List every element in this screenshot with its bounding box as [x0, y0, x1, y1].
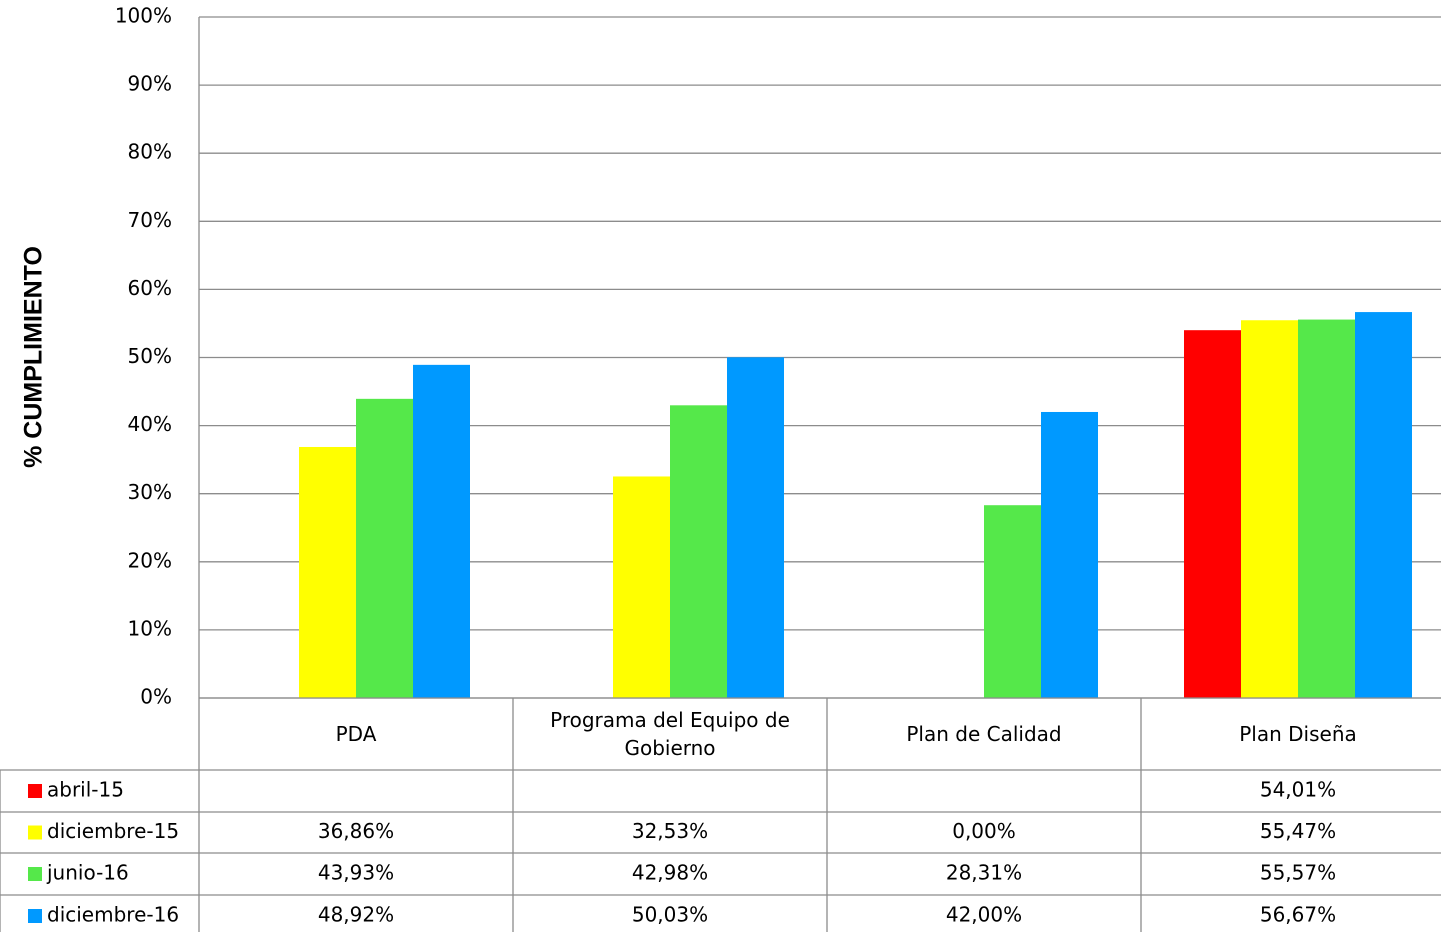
x-tick-label-box: Plan Diseña — [1151, 700, 1441, 768]
y-tick-label: 80% — [128, 140, 172, 164]
data-label: 55,47% — [1260, 819, 1336, 843]
x-tick-label-box: Plan de Calidad — [837, 700, 1131, 768]
data-label: 43,93% — [318, 861, 394, 885]
data-label: 56,67% — [1260, 903, 1336, 927]
y-tick-label: 50% — [128, 344, 172, 368]
bar — [1241, 320, 1298, 698]
data-label: 42,00% — [946, 903, 1022, 927]
y-tick-label: 0% — [140, 685, 172, 709]
legend-key — [28, 867, 42, 881]
data-label: 32,53% — [632, 819, 708, 843]
chart: % CUMPLIMIENTO 0% 10% 20% 30% 40% 50% 60% 70% 80… — [0, 0, 1441, 932]
data-label: 48,92% — [318, 903, 394, 927]
x-tick-label: Plan de Calidad — [837, 700, 1131, 768]
bar — [1355, 312, 1412, 698]
y-tick-label: 30% — [128, 480, 172, 504]
y-axis-title: % CUMPLIMIENTO — [20, 246, 48, 468]
x-tick-label: Plan Diseña — [1151, 700, 1441, 768]
data-label: 50,03% — [632, 903, 708, 927]
data-label: 42,98% — [632, 861, 708, 885]
y-tick-label: 60% — [128, 276, 172, 300]
bar — [727, 357, 784, 698]
y-tick-label: 40% — [128, 412, 172, 436]
data-label: 28,31% — [946, 861, 1022, 885]
x-tick-label-box: Programa del Equipo de Gobierno — [523, 700, 817, 768]
bar — [413, 365, 470, 698]
data-label: 36,86% — [318, 819, 394, 843]
legend-label: junio-16 — [46, 861, 129, 885]
data-label: 55,57% — [1260, 861, 1336, 885]
y-tick-label: 10% — [128, 616, 172, 640]
legend-key — [28, 909, 42, 923]
bar — [1184, 330, 1241, 698]
x-tick-label-box: PDA — [209, 700, 503, 768]
y-tick-label: 20% — [128, 548, 172, 572]
data-label: 54,01% — [1260, 778, 1336, 802]
bar — [984, 505, 1041, 698]
legend-label: diciembre-15 — [47, 819, 179, 843]
bar — [1041, 412, 1098, 698]
bar — [1298, 320, 1355, 698]
legend-key — [28, 784, 42, 798]
bar — [299, 447, 356, 698]
data-label: 0,00% — [952, 819, 1016, 843]
bar — [670, 405, 727, 698]
y-tick-label: 100% — [115, 4, 172, 28]
legend-key — [28, 826, 42, 840]
legend-label: diciembre-16 — [47, 903, 179, 927]
bar — [613, 476, 670, 698]
legend-label: abril-15 — [47, 778, 124, 802]
bar — [356, 399, 413, 698]
y-tick-label: 90% — [128, 72, 172, 96]
y-tick-label: 70% — [128, 208, 172, 232]
x-tick-label: PDA — [209, 700, 503, 768]
x-tick-label: Programa del Equipo de Gobierno — [523, 700, 817, 768]
